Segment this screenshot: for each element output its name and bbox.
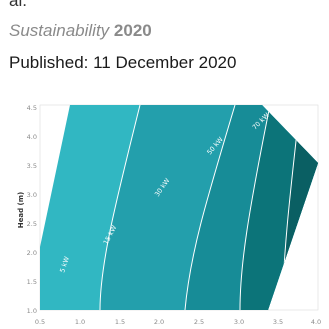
contour-line-50kw [239,105,271,310]
x-tick-label: 1.0 [75,318,85,326]
contour-plot: 5 kW 15 kW 30 kW 50 kW 70 kW 1.0 1.5 2.0… [17,104,321,326]
y-tick-label: 3.5 [27,162,37,170]
x-tick-label: 1.5 [115,318,125,326]
author-list-clipped: al. [9,0,27,10]
x-tick-label: 2.5 [194,318,204,326]
x-tick-label: 3.5 [273,318,283,326]
x-tick-label: 4.0 [311,318,321,326]
contour-line-30kw [184,105,236,310]
y-tick-label: 3.0 [27,191,37,199]
x-tick-label: 0.5 [35,318,45,326]
y-tick-label: 4.5 [27,104,37,112]
y-tick-label: 1.5 [27,278,37,286]
journal-citation: Sustainability 2020 [9,21,152,41]
y-axis-label: Head (m) [17,192,25,228]
journal-name: Sustainability [9,21,110,40]
operating-region [40,105,318,310]
x-tick-label: 3.0 [234,318,244,326]
y-tick-label: 2.5 [27,220,37,228]
published-date: Published: 11 December 2020 [9,53,237,72]
y-tick-label: 4.0 [27,133,37,141]
contour-line-15kw [99,105,141,310]
figure-thumbnail[interactable]: 5 kW 15 kW 30 kW 50 kW 70 kW 1.0 1.5 2.0… [0,95,329,329]
journal-year: 2020 [113,21,152,40]
x-tick-label: 2.0 [154,318,164,326]
y-tick-label: 1.0 [27,307,37,315]
y-tick-label: 2.0 [27,249,37,257]
